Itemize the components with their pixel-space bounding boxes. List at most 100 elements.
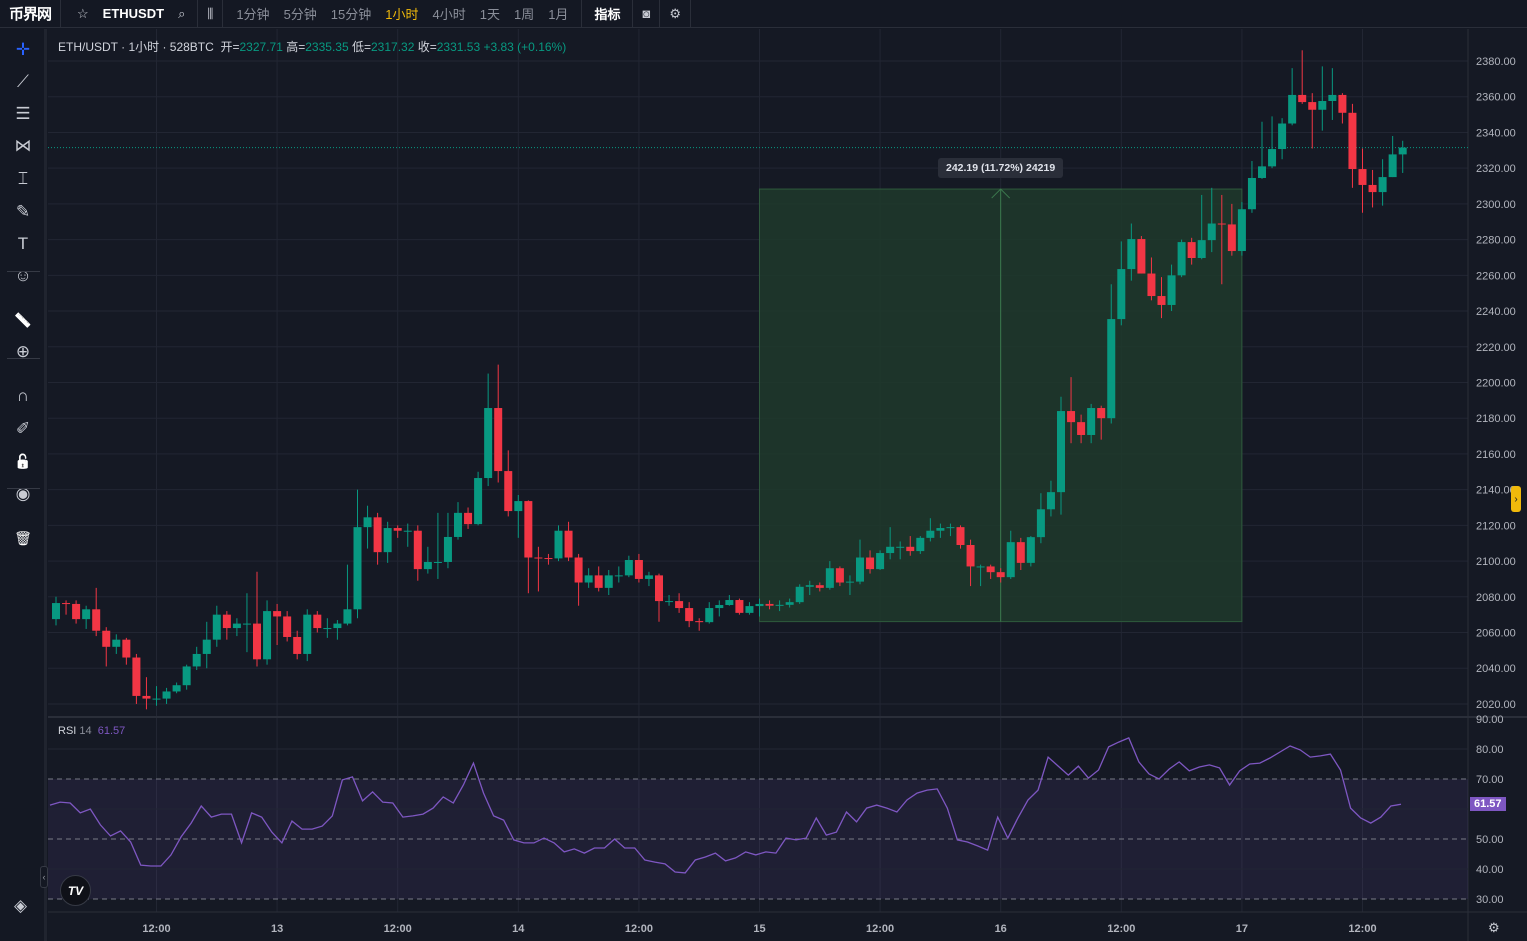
candle-up [1117, 241, 1126, 326]
layers-icon[interactable]: ◈ [14, 896, 28, 915]
candle-body [845, 581, 854, 583]
close-value: 2331.53 [436, 40, 481, 54]
candle-body [1127, 239, 1136, 270]
candle-up [162, 687, 171, 704]
settings-section[interactable]: ⚙ [660, 0, 691, 28]
candle-body [353, 527, 362, 610]
time-tick-label: 12:00 [625, 923, 653, 935]
candle-body [785, 602, 794, 605]
measure-range-icon[interactable]: ⌶ [17, 169, 29, 188]
candle-body [1398, 147, 1407, 155]
interval-tab[interactable]: 4小时 [432, 7, 466, 22]
candle-body [373, 517, 382, 553]
candle-body [835, 568, 844, 583]
horizontal-lines-icon[interactable]: ☰ [15, 104, 31, 123]
expand-panel-button[interactable]: › [1511, 486, 1521, 512]
candle-body [524, 501, 533, 558]
candle-up [665, 595, 674, 606]
indicators-section[interactable]: 指标 [582, 0, 634, 28]
candle-up [1177, 239, 1186, 278]
price-tick-label: 2060.00 [1476, 628, 1516, 640]
crosshair-icon[interactable]: ✛ [15, 40, 31, 59]
collapse-toolbar-button[interactable]: ‹ [40, 866, 48, 888]
candle-body [1147, 273, 1156, 297]
candle-up [876, 550, 885, 571]
candle-down [675, 593, 684, 613]
time-tick-label: 12:00 [1348, 923, 1376, 935]
symbol-name[interactable]: ETHUSDT [102, 6, 165, 21]
candle-body [263, 611, 272, 660]
settings-icon[interactable]: ⚙ [669, 5, 681, 21]
candle-up [474, 471, 483, 526]
search-icon[interactable]: ⌕ [178, 5, 186, 21]
candle-body [484, 408, 493, 479]
candle-up [554, 525, 563, 562]
time-tick-label: 12:00 [384, 923, 412, 935]
trash-icon[interactable]: 🗑 [14, 529, 32, 546]
candle-up [1167, 264, 1176, 312]
price-tick-label: 2140.00 [1476, 485, 1516, 497]
axis-settings-icon[interactable]: ⚙ [1488, 920, 1500, 935]
pattern-icon[interactable]: ⋈ [14, 136, 32, 155]
candle-body [132, 657, 141, 696]
candle-body [1338, 94, 1347, 113]
candle-up [353, 489, 362, 619]
candle-body [514, 501, 523, 512]
candle-up [433, 512, 442, 579]
candle-up [303, 609, 312, 662]
candle-body [1308, 102, 1317, 110]
candle-body [725, 600, 734, 606]
interval-tab[interactable]: 1小时 [385, 7, 419, 22]
rsi-legend: RSI 14 61.57 [58, 725, 125, 737]
candle-body [293, 636, 302, 654]
candle-down [986, 564, 995, 579]
candle-up [52, 596, 60, 626]
screenshot-section[interactable]: ◙ [633, 0, 661, 28]
eye-icon[interactable]: ◉ [15, 484, 31, 503]
candle-up [484, 373, 493, 487]
candle-body [253, 623, 261, 660]
brush-icon[interactable]: ✎ [15, 202, 31, 221]
candle-up [82, 605, 91, 629]
symbol-section[interactable]: ☆ ETHUSDT ⌕ [61, 0, 199, 28]
candle-up [775, 600, 784, 612]
candle-up [745, 602, 754, 615]
emoji-icon[interactable]: ☺ [14, 266, 32, 285]
candle-body [182, 666, 191, 686]
candle-up [182, 664, 191, 690]
interval-tab[interactable]: 15分钟 [330, 7, 372, 22]
interval-tab[interactable]: 1天 [479, 7, 500, 22]
indicators-button[interactable]: 指标 [594, 7, 621, 22]
price-tick-label: 2300.00 [1476, 199, 1516, 211]
interval-tab[interactable]: 1分钟 [236, 7, 270, 22]
trend-line-icon[interactable]: ⟋ [17, 72, 29, 91]
chart-type-section[interactable]: ⫼ [198, 0, 224, 28]
unlock-icon[interactable]: 🔓 [14, 452, 32, 469]
price-tick-label: 2340.00 [1476, 127, 1516, 139]
price-tick-label: 2180.00 [1476, 413, 1516, 425]
candle-body [142, 695, 151, 699]
close-label: 收= [417, 40, 437, 54]
interval-tab[interactable]: 1月 [548, 7, 569, 22]
zoom-in-icon[interactable]: ⊕ [15, 342, 31, 361]
lock-drawing-icon[interactable]: ✐ [15, 419, 31, 438]
candle-body [986, 566, 995, 573]
candle-up [976, 564, 985, 587]
star-icon[interactable]: ☆ [77, 5, 89, 21]
text-icon[interactable]: T [17, 234, 29, 253]
camera-icon[interactable]: ◙ [642, 6, 651, 21]
candle-down [142, 677, 151, 710]
candle-up [1318, 66, 1327, 131]
magnet-icon[interactable]: ∩ [16, 386, 30, 405]
candle-body [504, 471, 513, 512]
low-label: 低= [351, 40, 371, 54]
candle-body [454, 512, 462, 537]
candles-icon[interactable]: ⫼ [207, 5, 214, 21]
interval-tab[interactable]: 5分钟 [283, 7, 317, 22]
ruler-icon[interactable]: 📏 [14, 311, 32, 328]
rsi-tick-label: 50.00 [1476, 834, 1504, 846]
time-tick-label: 12:00 [1107, 923, 1135, 935]
interval-tab[interactable]: 1周 [513, 7, 535, 22]
chart-canvas[interactable]: 12:00 13 12:00 14 12:00 15 12:00 16 12:00 17 12:00… [48, 29, 1527, 941]
candle-down [655, 573, 663, 622]
